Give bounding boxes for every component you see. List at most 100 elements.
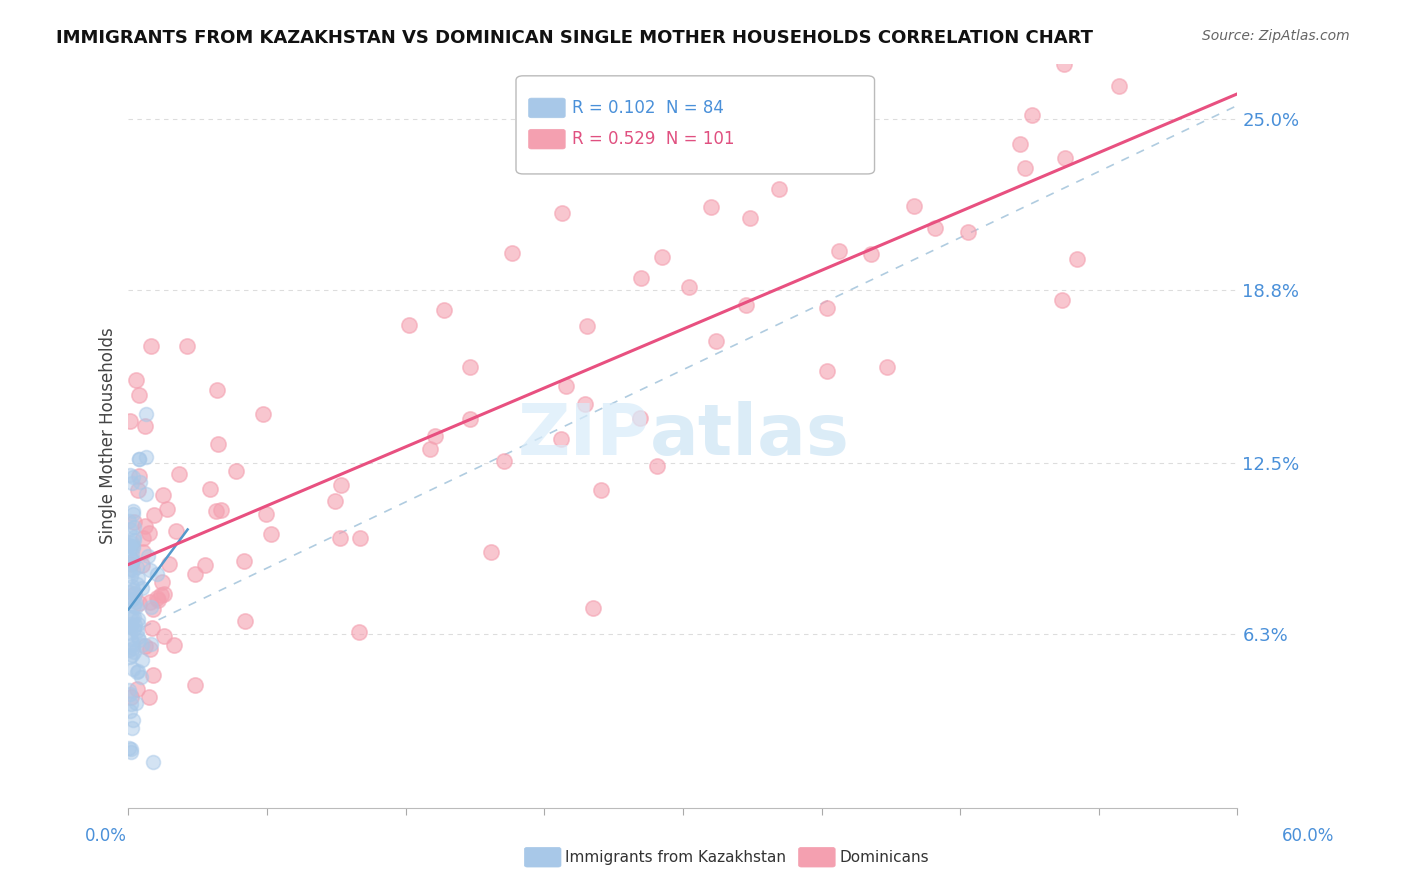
Point [125, 559, 148, 574]
Point [118, 683, 141, 698]
Point [120, 414, 142, 428]
Point [122, 623, 145, 637]
Point [118, 538, 141, 552]
Point [139, 595, 162, 609]
Point [492, 454, 515, 468]
Point [122, 515, 145, 529]
Point [142, 756, 165, 770]
Point [425, 428, 447, 442]
Point [1021, 108, 1043, 122]
Point [398, 318, 420, 332]
Text: Dominicans: Dominicans [839, 850, 929, 864]
Point [876, 360, 898, 375]
Point [124, 587, 146, 601]
Point [184, 678, 207, 692]
Point [153, 629, 176, 643]
Point [903, 199, 925, 213]
Point [132, 545, 155, 559]
Point [135, 408, 157, 422]
Point [700, 200, 723, 214]
Point [134, 640, 156, 654]
Point [209, 503, 232, 517]
Point [349, 531, 371, 545]
Point [575, 318, 598, 333]
Point [738, 211, 761, 225]
Point [120, 467, 142, 482]
Text: Immigrants from Kazakhstan: Immigrants from Kazakhstan [565, 850, 786, 864]
Point [125, 576, 148, 591]
Point [118, 687, 141, 701]
Text: atlas: atlas [650, 401, 849, 470]
Point [233, 614, 256, 628]
Point [139, 641, 162, 656]
Point [768, 182, 790, 196]
Point [122, 610, 145, 624]
Point [118, 515, 141, 529]
Point [232, 554, 254, 568]
Point [121, 504, 143, 518]
Point [120, 593, 142, 607]
Point [323, 493, 346, 508]
Point [204, 503, 226, 517]
Point [142, 601, 165, 615]
Point [121, 476, 143, 491]
Point [118, 643, 141, 657]
Point [704, 334, 727, 348]
Point [128, 596, 150, 610]
Point [141, 637, 163, 651]
Point [1108, 79, 1130, 94]
Point [481, 545, 503, 559]
Point [1014, 161, 1036, 176]
Point [734, 298, 756, 312]
Point [122, 641, 145, 656]
Point [924, 221, 946, 235]
Point [956, 225, 979, 239]
Point [120, 540, 142, 554]
Point [124, 595, 146, 609]
Point [131, 531, 153, 545]
Point [225, 464, 247, 478]
Point [551, 206, 574, 220]
Point [121, 547, 143, 561]
Point [122, 507, 145, 521]
Point [128, 388, 150, 402]
Point [131, 653, 153, 667]
Point [156, 502, 179, 516]
Point [127, 624, 149, 638]
Point [120, 690, 142, 705]
Point [122, 637, 145, 651]
Point [141, 621, 163, 635]
Point [121, 579, 143, 593]
Point [124, 599, 146, 613]
Point [146, 591, 169, 605]
Point [859, 247, 882, 261]
Point [127, 630, 149, 644]
Text: 60.0%: 60.0% [1281, 827, 1334, 845]
Point [252, 407, 274, 421]
Point [142, 508, 165, 522]
Point [134, 519, 156, 533]
Point [121, 554, 143, 568]
Point [1008, 136, 1031, 151]
Point [122, 539, 145, 553]
Point [118, 626, 141, 640]
Text: R = 0.529  N = 101: R = 0.529 N = 101 [572, 130, 735, 148]
Point [122, 662, 145, 676]
Point [138, 690, 160, 705]
Point [157, 557, 180, 571]
Point [678, 280, 700, 294]
Point [122, 533, 145, 548]
Point [127, 483, 149, 497]
Point [207, 437, 229, 451]
Point [131, 558, 153, 573]
Point [131, 638, 153, 652]
Point [150, 588, 173, 602]
Point [122, 645, 145, 659]
Point [458, 412, 481, 426]
Point [122, 586, 145, 600]
Point [329, 478, 352, 492]
Point [176, 339, 198, 353]
Point [120, 558, 142, 572]
Point [124, 373, 146, 387]
Point [118, 741, 141, 756]
